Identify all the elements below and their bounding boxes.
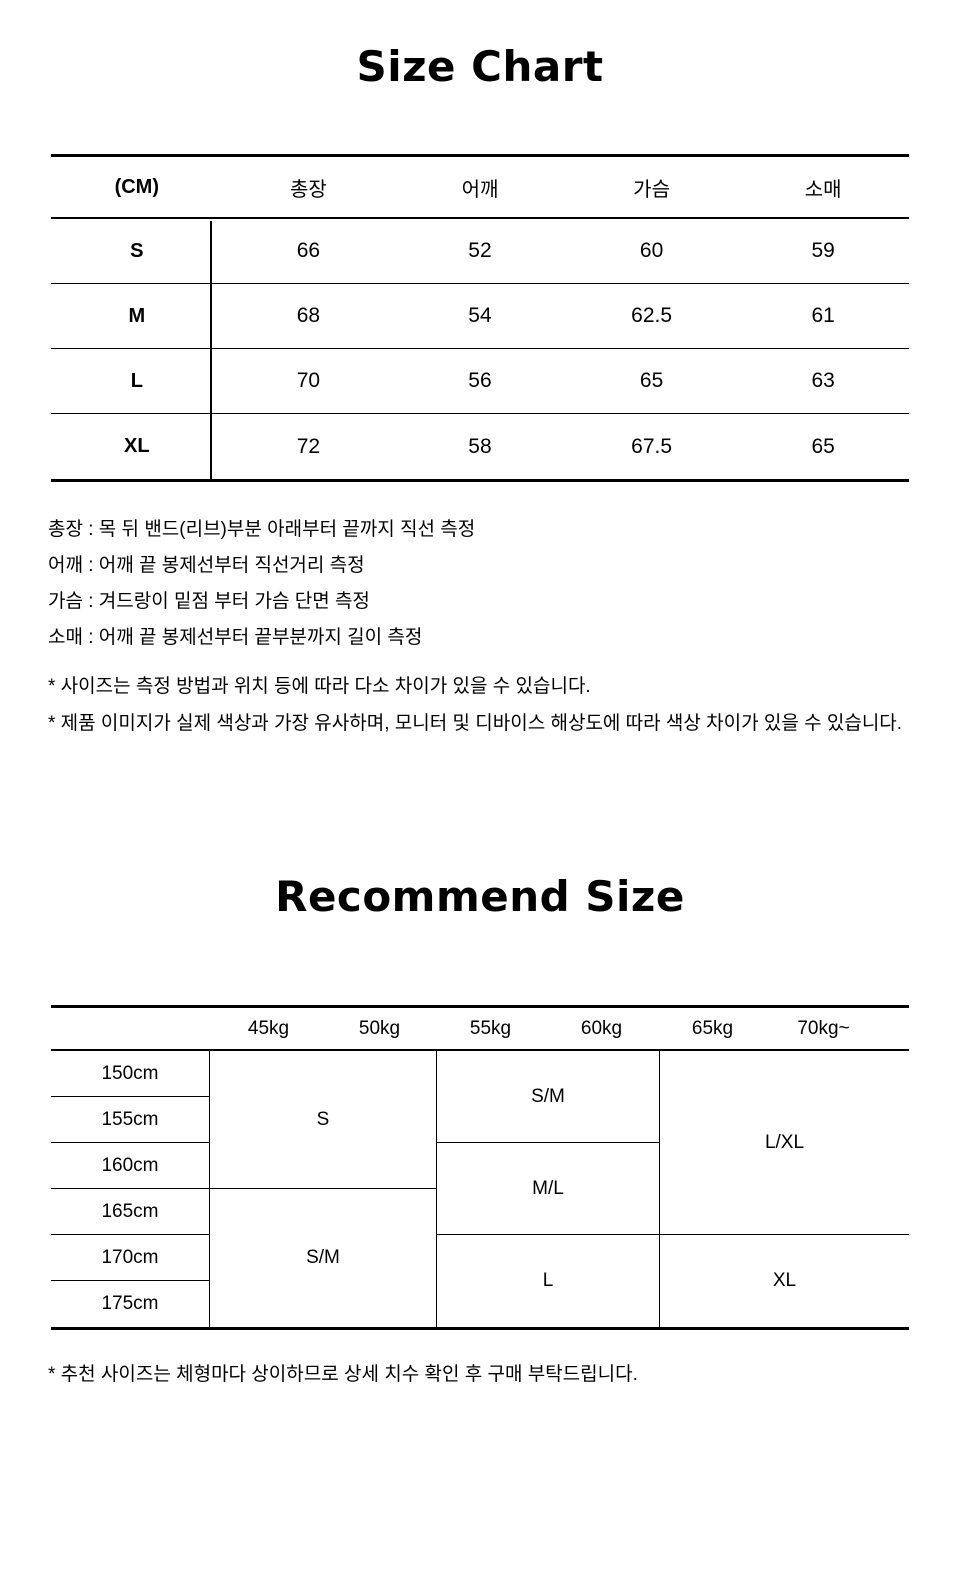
value-sleeve: 61: [811, 304, 835, 327]
recommend-cell-sm-mid: S/M: [437, 1051, 660, 1143]
disclaimer-size-variance: * 사이즈는 측정 방법과 위치 등에 따라 다소 차이가 있을 수 있습니다.: [48, 676, 591, 697]
height-row-170cm: 170cm: [51, 1235, 210, 1281]
value-total-length: 72: [296, 434, 321, 458]
size-chart-row-s: S 66 52 60 59: [51, 219, 909, 284]
size-chart-title: Size Chart: [356, 42, 604, 91]
value-chest: 60: [639, 239, 664, 262]
value-chest: 65: [639, 369, 664, 392]
weight-header-65kg: 65kg: [691, 1017, 734, 1039]
note-sleeve: 소매 : 어깨 끝 봉제선부터 끝부분까지 길이 측정: [48, 627, 423, 648]
value-shoulder: 56: [468, 369, 492, 392]
note-chest: 가슴 : 겨드랑이 밑점 부터 가슴 단면 측정: [48, 591, 370, 612]
size-chart-col-chest: 가슴: [633, 178, 670, 201]
note-total-length: 총장 : 목 뒤 밴드(리브)부분 아래부터 끝까지 직선 측정: [48, 519, 476, 540]
recommend-cell-ml: M/L: [437, 1143, 660, 1235]
weight-header-50kg: 50kg: [358, 1017, 401, 1039]
value-shoulder: 52: [468, 239, 492, 262]
value-sleeve: 59: [811, 239, 835, 262]
size-chart-row-l: L 70 56 65 63: [51, 349, 909, 414]
size-label: M: [128, 304, 146, 327]
size-chart-col-shoulder: 어깨: [461, 178, 499, 201]
value-total-length: 66: [296, 239, 321, 262]
value-sleeve: 63: [811, 369, 835, 392]
measurement-notes: 총장 : 목 뒤 밴드(리브)부분 아래부터 끝까지 직선 측정 어깨 : 어깨…: [48, 512, 912, 656]
height-row-165cm: 165cm: [51, 1189, 210, 1235]
size-guide-page: { "page": { "background": "#ffffff", "te…: [0, 44, 960, 1580]
height-row-175cm: 175cm: [51, 1281, 210, 1327]
note-shoulder: 어깨 : 어깨 끝 봉제선부터 직선거리 측정: [48, 555, 365, 576]
value-sleeve: 65: [811, 434, 835, 458]
value-chest: 67.5: [631, 434, 673, 458]
recommend-cell-s: S: [210, 1051, 437, 1189]
recommend-cell-xl: XL: [772, 1270, 797, 1291]
value-total-length: 70: [296, 369, 321, 392]
size-label: L: [130, 369, 143, 392]
height-row-160cm: 160cm: [51, 1143, 210, 1189]
label-column-divider: [210, 221, 212, 479]
height-row-155cm: 155cm: [51, 1097, 210, 1143]
recommend-cell-sm-left: S/M: [210, 1189, 437, 1327]
weight-header-55kg: 55kg: [469, 1017, 512, 1039]
size-chart-row-m: M 68 54 62.5 61: [51, 284, 909, 349]
size-chart-col-sleeve: 소매: [804, 178, 842, 201]
recommend-footnote: * 추천 사이즈는 체형마다 상이하므로 상세 치수 확인 후 구매 부탁드립니…: [48, 1364, 638, 1385]
weight-header-70kg: 70kg~: [797, 1017, 850, 1039]
value-shoulder: 58: [468, 434, 492, 458]
size-chart-row-xl: XL 72 58 67.5 65: [51, 414, 909, 479]
size-label: S: [130, 239, 144, 262]
weight-header-row: 45kg 50kg 55kg 60kg 65kg 70kg~: [51, 1008, 909, 1051]
recommend-cell-lxl: L/XL: [660, 1051, 909, 1235]
size-chart-unit-label: (CM): [114, 175, 160, 198]
recommend-size-title: Recommend Size: [275, 872, 685, 921]
disclaimer-notes: * 사이즈는 측정 방법과 위치 등에 따라 다소 차이가 있을 수 있습니다.…: [48, 668, 912, 742]
size-label: XL: [124, 435, 150, 457]
value-chest: 62.5: [631, 304, 673, 327]
size-chart-col-total-length: 총장: [289, 178, 327, 201]
weight-header-60kg: 60kg: [580, 1017, 623, 1039]
recommend-cell-l: L: [437, 1235, 660, 1327]
recommend-size-table: 45kg 50kg 55kg 60kg 65kg 70kg~ 150cm 155…: [51, 1005, 909, 1330]
value-total-length: 68: [296, 304, 321, 327]
disclaimer-color-variance: * 제품 이미지가 실제 색상과 가장 유사하며, 모니터 및 디바이스 해상도…: [48, 713, 903, 734]
size-chart-table: (CM) 총장 어깨 가슴 소매 S 66 52 60 59 M 68 54 6…: [51, 154, 909, 482]
height-row-150cm: 150cm: [51, 1051, 210, 1097]
recommend-grid: 150cm 155cm 160cm 165cm 170cm 175cm S S/…: [51, 1051, 909, 1327]
value-shoulder: 54: [468, 304, 492, 327]
size-chart-header-row: (CM) 총장 어깨 가슴 소매: [51, 157, 909, 219]
weight-header-45kg: 45kg: [247, 1017, 290, 1039]
